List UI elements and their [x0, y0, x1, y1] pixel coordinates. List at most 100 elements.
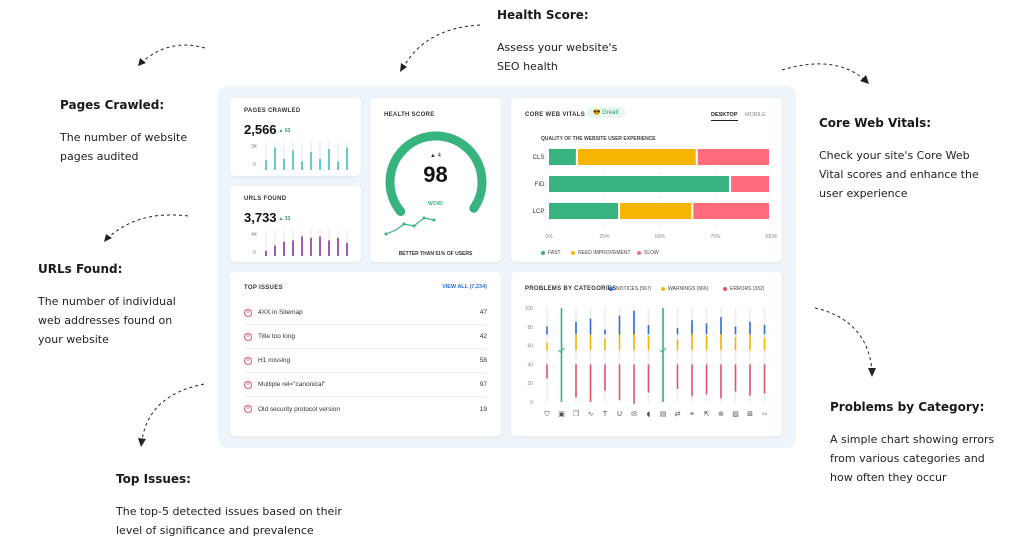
error-icon: ×	[244, 332, 252, 341]
legend-fast: FAST	[541, 250, 561, 256]
y-tick-label: 100	[525, 306, 534, 312]
error-icon: ×	[244, 308, 252, 317]
issue-row[interactable]: × H1 missing 58	[244, 349, 487, 373]
arrow-health-score	[400, 24, 481, 72]
legend-need-improvement: NEED IMPROVEMENT	[571, 250, 631, 256]
issue-count: 19	[479, 405, 487, 413]
tab-desktop[interactable]: DESKTOP	[711, 112, 738, 121]
great-badge: 😎 Great!	[587, 107, 625, 118]
segment-fast	[549, 149, 576, 165]
issue-row[interactable]: × Title too long 42	[244, 325, 487, 349]
tick-label: 25%	[599, 234, 610, 240]
legend-dot	[571, 251, 575, 255]
error-icon: ×	[244, 405, 252, 413]
annotation-text: The number of individual web addresses fo…	[38, 295, 176, 346]
legend-dot	[541, 251, 545, 255]
check-icon	[659, 347, 667, 353]
y-tick-label: 0	[530, 400, 533, 406]
issue-count: 58	[479, 357, 487, 364]
underline-icon: U	[617, 410, 622, 418]
issue-row[interactable]: × 4XX in Sitemap 47	[244, 301, 487, 325]
arrow-top-issues	[138, 383, 205, 447]
image-icon: ▣	[558, 410, 565, 418]
card-title: PROBLEMS BY CATEGORIES	[525, 286, 617, 292]
annotation-top-issues: Top Issues: The top-5 detected issues ba…	[116, 472, 396, 540]
document-icon: ▤	[660, 410, 667, 418]
annotation-health-score: Health Score: Assess your website's SEO h…	[497, 8, 697, 76]
health-score-delta: ▲ 4	[430, 153, 441, 159]
cwv-subtitle: QUALITY OF THE WEBSITE USER EXPERIENCE	[541, 136, 656, 142]
issue-count: 47	[479, 309, 487, 316]
legend-dot	[609, 287, 613, 291]
axis-label: 4K	[251, 232, 258, 238]
trend-point	[402, 222, 406, 226]
annotation-title: Top Issues:	[116, 472, 191, 486]
core-web-vitals-card[interactable]: CORE WEB VITALS 😎 Great! DESKTOP MOBILE …	[511, 98, 782, 262]
problems-chart: 100 80 60 40 20 0 ⛉ ▣ ❐ ∿ T U ✉ ◖ ▤ ⇄ ⚭ ⇱ ⊕ ▨ ⊠ ‹›	[525, 306, 768, 418]
core-web-vitals-chart: 0% 25% 50% 75% 100% CLS: FID: LCP:	[533, 144, 778, 240]
globe-icon: ⊕	[718, 410, 724, 418]
health-score-gauge	[384, 131, 487, 236]
y-tick-label: 60	[527, 344, 533, 350]
annotation-problems-by-category: Problems by Category: A simple chart sho…	[830, 400, 1020, 487]
urls-found-card[interactable]: URLS FOUND 3,733 ▲ 33 4K 0	[230, 186, 361, 262]
axis-label: 0	[253, 162, 256, 168]
segment-slow	[697, 149, 769, 165]
delta-badge: ▲ 63	[278, 127, 291, 134]
error-icon: ×	[244, 356, 252, 365]
annotation-text: The top-5 detected issues based on their…	[116, 505, 342, 537]
y-tick-label: 20	[527, 381, 533, 387]
tick-label: 50%	[655, 234, 666, 240]
sunglasses-icon: 😎	[593, 110, 601, 116]
urls-found-value: 3,733 ▲ 33	[244, 210, 291, 225]
issue-label: Old security protocol version	[258, 405, 341, 413]
trend-point	[432, 218, 436, 222]
segment-fast	[549, 203, 619, 219]
card-title: PAGES CRAWLED	[244, 108, 301, 114]
arrow-pages-crawled	[138, 44, 206, 66]
trend-point	[422, 216, 426, 220]
arrow-core-web-vitals	[781, 63, 869, 84]
issue-row[interactable]: × Multiple rel="canonical" 97	[244, 373, 487, 397]
annotation-text: A simple chart showing errors from variou…	[830, 433, 995, 484]
annotation-title: Pages Crawled:	[60, 98, 165, 112]
card-title: URLS FOUND	[244, 196, 287, 202]
issue-label: H1 missing	[258, 357, 291, 364]
view-all-link[interactable]: VIEW ALL (7,234)	[442, 284, 487, 290]
annotation-title: URLs Found:	[38, 262, 123, 276]
annotation-title: Problems by Category:	[830, 400, 985, 414]
segment-need	[620, 203, 692, 219]
y-tick-label: 40	[527, 362, 533, 368]
axis-label: 0	[253, 250, 256, 256]
annotation-urls-found: URLs Found: The number of individual web …	[38, 262, 218, 349]
dashboard-frame: PAGES CRAWLED 2,566 ▲ 63 3K 0 URLS FOUND …	[218, 86, 796, 448]
speaker-icon: ◖	[647, 410, 651, 418]
code-icon: ‹›	[762, 410, 768, 418]
top-issues-card[interactable]: TOP ISSUES VIEW ALL (7,234) × 4XX in Site…	[230, 272, 501, 436]
annotation-core-web-vitals: Core Web Vitals: Check your site's Core …	[819, 116, 1019, 203]
legend-dot	[661, 287, 665, 291]
arrow-urls-found	[104, 214, 189, 242]
legend-dot	[723, 287, 727, 291]
legend-dot	[637, 251, 641, 255]
trend-line	[385, 217, 435, 235]
tick-label: 75%	[710, 234, 721, 240]
row-label: CLS:	[533, 155, 547, 161]
photo-icon: ▨	[732, 410, 739, 418]
error-icon: ×	[244, 380, 252, 389]
legend-errors: ERRORS (332)	[723, 286, 764, 292]
problems-card[interactable]: PROBLEMS BY CATEGORIES NOTICES (567) WAR…	[511, 272, 782, 436]
pages-crawled-card[interactable]: PAGES CRAWLED 2,566 ▲ 63 3K 0	[230, 98, 361, 176]
legend-slow: SLOW	[637, 250, 659, 256]
issue-label: Multiple rel="canonical"	[258, 381, 326, 388]
annotation-title: Health Score:	[497, 8, 589, 22]
segment-fast	[549, 176, 730, 192]
row-label: LCP:	[533, 209, 547, 215]
external-link-icon: ⇱	[704, 410, 710, 418]
issue-row[interactable]: × Old security protocol version 19	[244, 397, 487, 421]
tab-mobile[interactable]: MOBILE	[745, 112, 766, 118]
health-score-card[interactable]: HEALTH SCORE ▲ 4 98 WOW! BETTER THAN 51%…	[370, 98, 501, 262]
health-score-value: 98	[423, 162, 448, 187]
urls-found-chart	[265, 230, 348, 256]
annotation-title: Core Web Vitals:	[819, 116, 932, 130]
